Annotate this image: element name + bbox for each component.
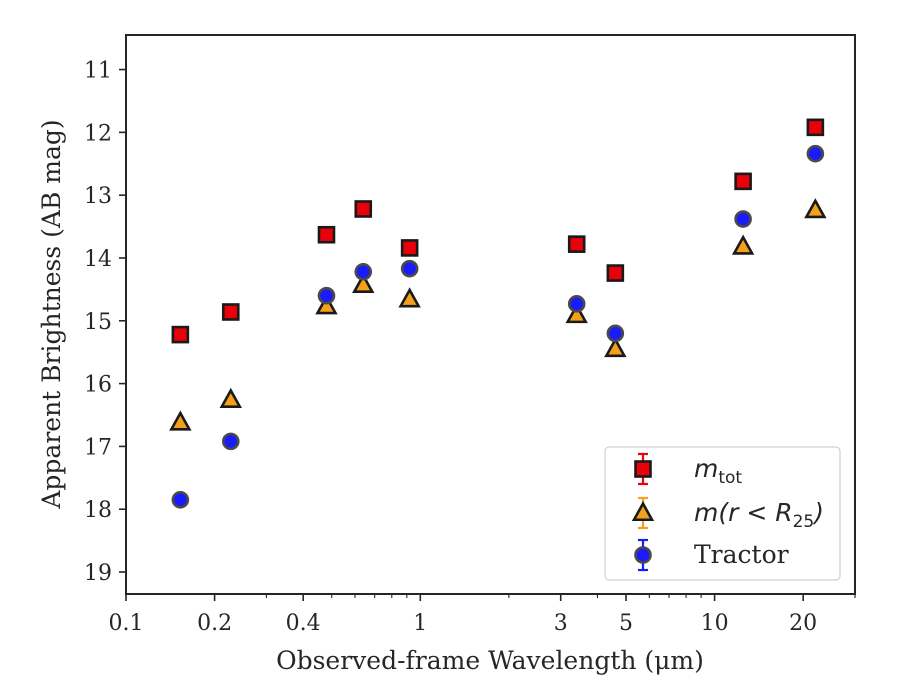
legend-frame [604,446,841,581]
y-tick-label: 17 [84,435,112,460]
y-tick-label: 11 [84,59,112,84]
y-tick-label: 12 [84,121,112,146]
x-axis-title: Observed-frame Wavelength (μm) [276,646,704,675]
x-tick-label: 3 [554,611,568,636]
legend-label: mtot [694,454,742,488]
y-tick-label: 18 [84,498,112,523]
legend-circle-marker [634,546,652,564]
x-tick-label: 5 [619,611,633,636]
y-tick-label: 14 [84,247,112,272]
x-tick-label: 0.4 [286,611,321,636]
legend: mtot m(r < R25) Tractor [604,446,841,581]
y-tick-label: 19 [84,561,112,586]
legend-label: Tractor [694,540,789,569]
legend-square-marker [634,460,652,478]
y-tick-label: 13 [84,184,112,209]
x-tick-label: 1 [413,611,427,636]
y-tick-label: 16 [84,373,112,398]
x-tick-label: 0.2 [197,611,232,636]
x-tick-label: 0.1 [109,611,144,636]
x-tick-label: 20 [789,611,817,636]
y-tick-label: 15 [84,310,112,335]
legend-label: m(r < R25) [694,498,824,532]
x-tick-label: 10 [701,611,729,636]
legend-triangle-marker [631,500,655,522]
y-axis-title: Apparent Brightness (AB mag) [37,119,66,509]
data-points [169,118,827,509]
